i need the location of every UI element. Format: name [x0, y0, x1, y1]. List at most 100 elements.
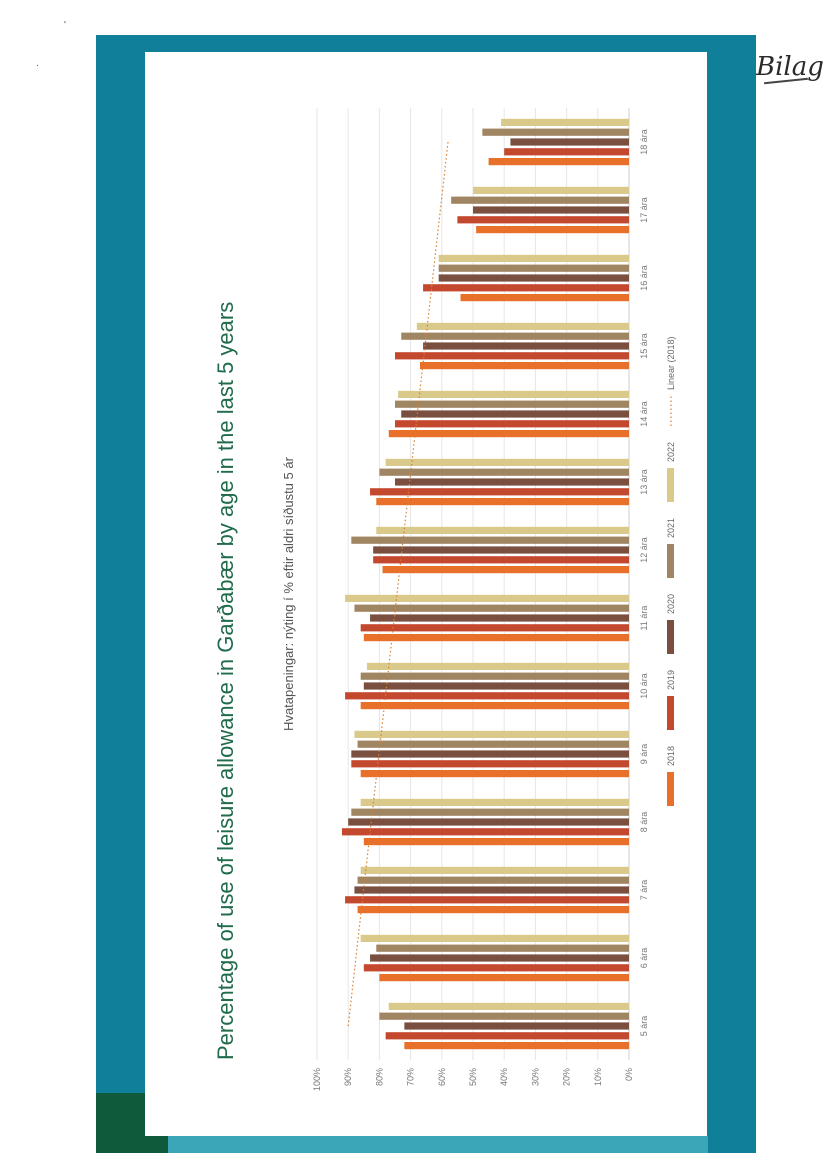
- bar-2022-10-ára: [366, 662, 629, 670]
- y-axis-ticks: 0% 10% 20% 30% 40% 50% 60% 70% 80% 90% 100%: [312, 1068, 634, 1091]
- bar-2021-14-ára: [395, 400, 629, 408]
- bar-2021-8-ára: [351, 808, 629, 816]
- bar-2021-12-ára: [351, 536, 629, 544]
- legend-swatch-2018: [667, 772, 674, 806]
- y-tick-label: 30%: [530, 1068, 540, 1086]
- bar-2019-5-ára: [385, 1032, 629, 1040]
- y-tick-label: 20%: [562, 1068, 572, 1086]
- bar-2019-17-ára: [457, 216, 629, 224]
- gridlines: [316, 108, 630, 1060]
- bar-2018-6-ára: [379, 973, 629, 982]
- bar-2022-9-ára: [354, 730, 629, 738]
- bar-2022-13-ára: [385, 458, 629, 466]
- bar-2020-9-ára: [351, 750, 629, 758]
- bar-2022-18-ára: [501, 118, 629, 126]
- bar-2018-18-ára: [488, 158, 629, 166]
- bar-2019-18-ára: [504, 148, 630, 156]
- x-axis-ticks: 5 ára 6 ára 7 ára 8 ára 9 ára 10 ára 11 ára 12 …: [639, 129, 649, 1036]
- trendline-linear-2018: [347, 141, 449, 1027]
- bar-2022-8-ára: [360, 798, 629, 806]
- bar-2019-7-ára: [345, 896, 630, 904]
- bar-2019-8-ára: [341, 828, 630, 836]
- y-tick-label: 100%: [312, 1068, 322, 1091]
- scan-speck: ': [64, 20, 66, 31]
- y-tick-label: 10%: [593, 1068, 603, 1086]
- bar-2019-15-ára: [395, 352, 629, 360]
- bar-2020-18-ára: [510, 138, 629, 146]
- x-tick-label: 16 ára: [639, 265, 649, 291]
- x-tick-label: 15 ára: [639, 333, 649, 359]
- x-tick-label: 14 ára: [639, 401, 649, 427]
- bar-2018-7-ára: [357, 905, 629, 914]
- bar-2018-12-ára: [382, 566, 629, 574]
- x-tick-label: 5 ára: [639, 1016, 649, 1037]
- bar-2018-5-ára: [404, 1041, 629, 1050]
- bar-2019-11-ára: [360, 624, 629, 632]
- bar-2018-13-ára: [376, 498, 629, 506]
- bar-2021-10-ára: [360, 672, 629, 680]
- y-tick-label: 0%: [624, 1068, 634, 1081]
- bar-2020-17-ára: [473, 206, 629, 214]
- y-tick-label: 50%: [468, 1068, 478, 1086]
- bar-2022-5-ára: [388, 1002, 629, 1010]
- annotation-text: Bilag: [756, 52, 824, 82]
- legend-label-trendline: Linear (2018): [666, 336, 676, 390]
- bar-2021-6-ára: [376, 944, 629, 952]
- bar-chart: Percentage of use of leisure allowance i…: [213, 108, 676, 1091]
- legend: 2018 2019 2020 2021 2022 Linear (2018): [666, 336, 676, 806]
- x-tick-label: 7 ára: [639, 880, 649, 901]
- bar-2020-11-ára: [370, 614, 629, 622]
- slide-frame-stripe: [168, 1136, 708, 1153]
- x-tick-label: 11 ára: [639, 606, 649, 631]
- legend-swatch-2019: [667, 696, 674, 730]
- bar-2020-14-ára: [401, 410, 629, 418]
- bar-2022-12-ára: [376, 526, 629, 534]
- bar-2018-16-ára: [460, 294, 629, 302]
- bar-2022-7-ára: [360, 866, 629, 874]
- bar-2018-8-ára: [363, 838, 630, 846]
- bar-2022-17-ára: [473, 186, 629, 194]
- bar-2019-13-ára: [370, 488, 629, 496]
- bar-2019-10-ára: [345, 692, 630, 700]
- x-tick-label: 8 ára: [639, 812, 649, 833]
- legend-label-2020: 2020: [666, 594, 676, 614]
- bar-2020-8-ára: [348, 818, 629, 826]
- handwritten-annotation: Bilag: [756, 52, 824, 102]
- x-tick-label: 17 ára: [639, 197, 649, 223]
- bar-2020-10-ára: [363, 682, 630, 690]
- bar-2022-16-ára: [438, 254, 629, 262]
- bar-2019-12-ára: [373, 556, 629, 564]
- bar-2019-16-ára: [423, 284, 629, 292]
- y-tick-label: 90%: [343, 1068, 353, 1086]
- legend-label-2022: 2022: [666, 442, 676, 462]
- x-tick-label: 10 ára: [639, 673, 649, 699]
- bar-2019-14-ára: [395, 420, 629, 428]
- bar-2021-15-ára: [401, 332, 629, 340]
- bar-2020-13-ára: [395, 478, 629, 486]
- bar-2020-15-ára: [423, 342, 629, 350]
- scan-speck: .: [36, 58, 39, 69]
- bar-2018-11-ára: [363, 634, 630, 642]
- x-tick-label: 18 ára: [639, 129, 649, 155]
- trendline: [347, 141, 449, 1027]
- y-tick-label: 40%: [499, 1068, 509, 1086]
- x-tick-label: 6 ára: [639, 948, 649, 969]
- y-tick-label: 60%: [437, 1068, 447, 1086]
- x-tick-label: 12 ára: [639, 537, 649, 563]
- bar-2019-9-ára: [351, 760, 629, 768]
- y-tick-label: 70%: [406, 1068, 416, 1086]
- bar-2021-11-ára: [354, 604, 629, 612]
- bar-2021-7-ára: [357, 876, 629, 884]
- bar-2019-6-ára: [363, 964, 630, 972]
- bar-2021-5-ára: [379, 1012, 629, 1020]
- bar-2021-17-ára: [451, 196, 629, 204]
- legend-swatch-2022: [667, 468, 674, 502]
- bar-2021-16-ára: [438, 264, 629, 272]
- bar-2018-15-ára: [419, 362, 629, 370]
- bar-2020-7-ára: [354, 886, 629, 894]
- legend-swatch-2021: [667, 544, 674, 578]
- bar-2018-10-ára: [360, 702, 629, 710]
- legend-label-2019: 2019: [666, 670, 676, 690]
- chart-subtitle: Hvatapeningar: nýting í % eftir aldri sí…: [281, 456, 296, 731]
- legend-swatch-2020: [667, 620, 674, 654]
